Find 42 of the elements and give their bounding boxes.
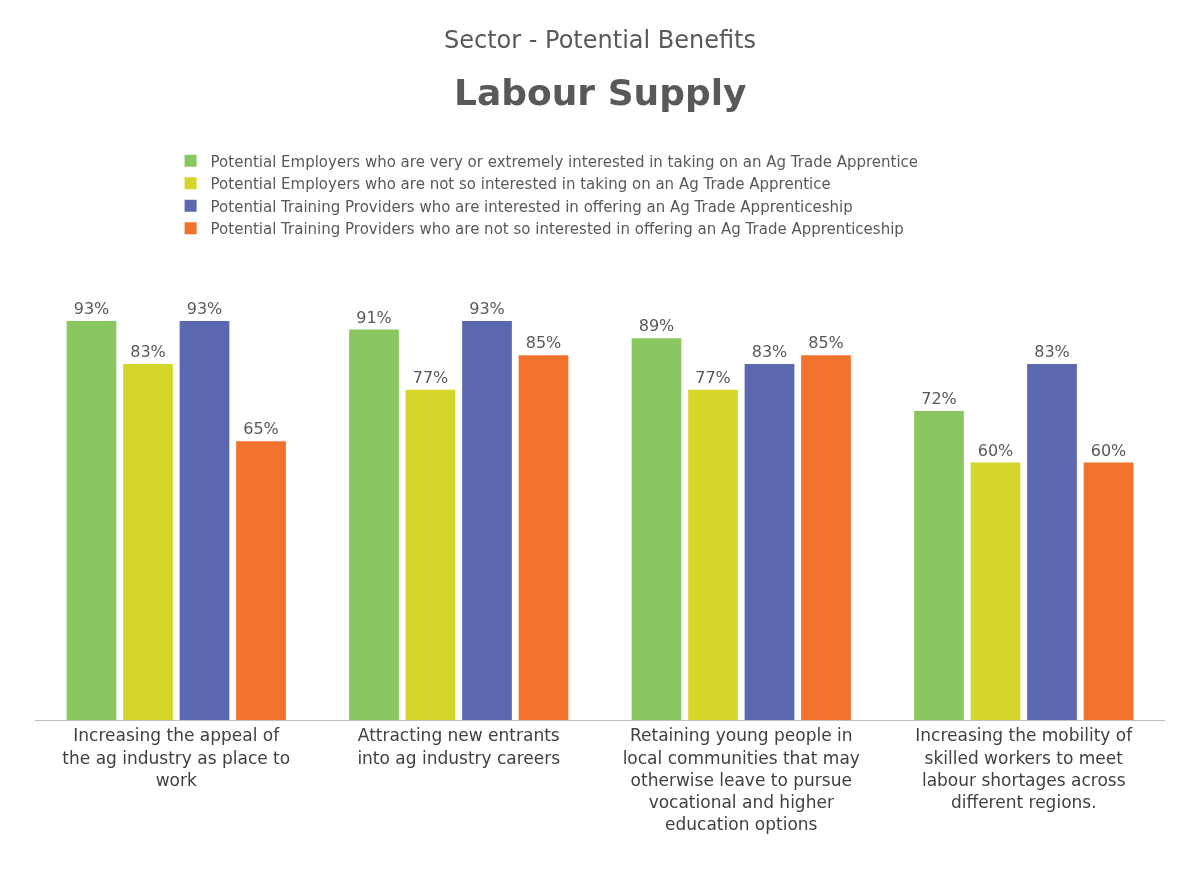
data-label: 85% [525, 333, 562, 353]
bar [1083, 462, 1134, 720]
bar [179, 321, 230, 720]
bar [688, 389, 738, 720]
bar [66, 321, 117, 720]
legend-label: Potential Training Providers who are not so interested in offering an Ag Trade Apprenticeship [210, 220, 904, 239]
bar [970, 462, 1021, 720]
data-label: 93% [73, 299, 110, 318]
data-label: 91% [356, 307, 392, 327]
data-label: 89% [638, 316, 675, 336]
bar [1027, 363, 1077, 720]
data-label: 85% [808, 333, 844, 353]
data-label: 60% [1090, 440, 1127, 460]
data-label: 77% [695, 367, 731, 387]
bar [914, 411, 964, 720]
bar [744, 363, 795, 720]
data-label: 93% [186, 299, 223, 318]
data-label: 83% [130, 341, 166, 361]
bar [631, 338, 682, 720]
bar [123, 363, 173, 720]
legend-label: Potential Employers who are not so interested in taking on an Ag Trade Apprentice [210, 175, 831, 194]
data-label: 83% [1034, 341, 1070, 361]
data-label: 83% [751, 341, 788, 361]
bar [405, 389, 456, 720]
bar [236, 441, 286, 720]
data-label: 93% [469, 299, 505, 318]
chart-subtitle: Labour Supply [454, 72, 747, 113]
bar [462, 321, 512, 720]
data-label: 65% [243, 419, 279, 439]
data-label: 72% [921, 389, 957, 409]
bar [801, 355, 851, 720]
x-tick-label: Increasing the mobility of skilled workers to meet labour shortages across different regions. [915, 725, 1134, 812]
legend-label: Potential Employers who are very or extremely interested in taking on an Ag Trade Apprentice [210, 152, 919, 171]
chart-title: Sector - Potential Benefits [443, 25, 757, 54]
bar [518, 355, 569, 720]
data-label: 77% [412, 367, 449, 387]
legend-label: Potential Training Providers who are interested in offering an Ag Trade Apprenticeship [210, 197, 853, 216]
bar [349, 329, 399, 720]
data-label: 60% [977, 440, 1014, 460]
x-tick-label: Increasing the appeal of the ag industry as place to work [62, 725, 291, 790]
x-tick-label: Attracting new entrants into ag industry careers [357, 725, 561, 768]
x-tick-label: Retaining young people in local communities that may otherwise leave to pursue vocational and higher education options [622, 725, 860, 834]
